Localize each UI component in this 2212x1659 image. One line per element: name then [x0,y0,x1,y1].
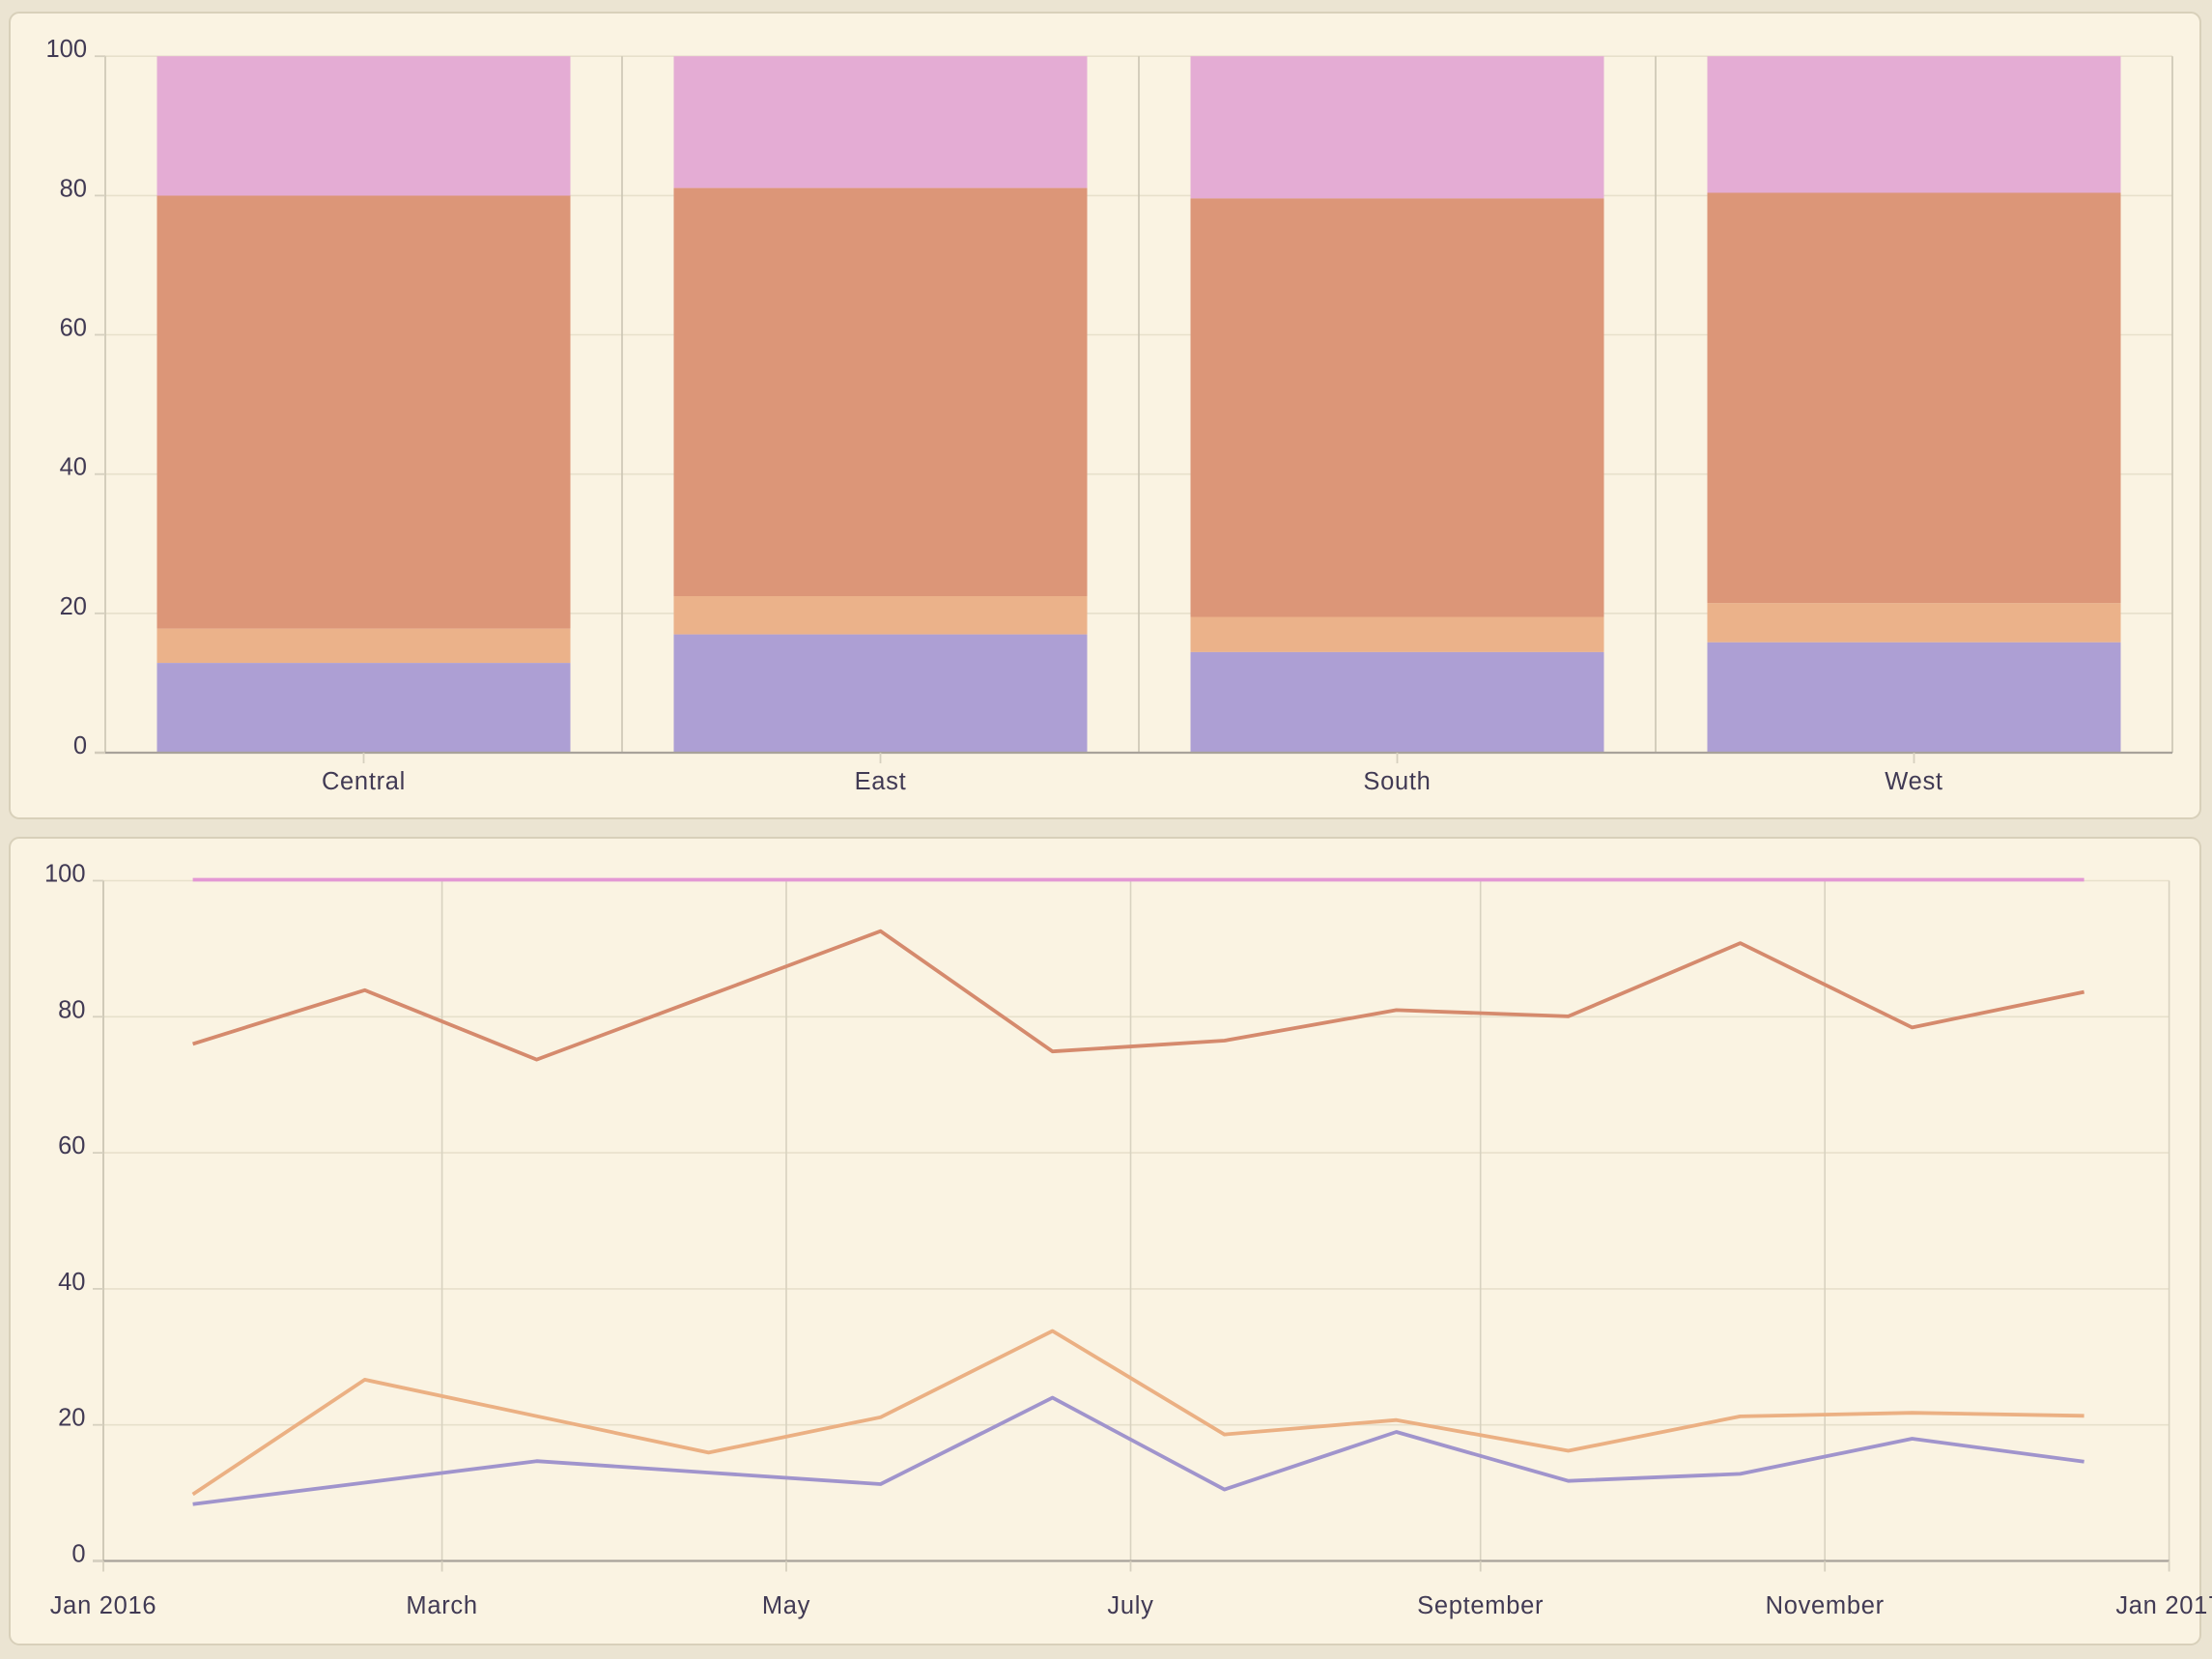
svg-text:September: September [1417,1592,1544,1619]
svg-text:March: March [406,1592,477,1619]
svg-text:80: 80 [58,996,85,1023]
svg-text:40: 40 [58,1269,85,1296]
svg-text:40: 40 [60,454,87,481]
svg-text:South: South [1363,768,1431,795]
svg-text:July: July [1107,1592,1153,1619]
svg-text:Central: Central [322,768,406,795]
svg-text:80: 80 [60,175,87,202]
svg-text:November: November [1766,1592,1885,1619]
svg-text:May: May [762,1592,810,1619]
svg-text:60: 60 [58,1132,85,1159]
svg-text:East: East [855,768,907,795]
svg-text:20: 20 [60,593,87,620]
svg-text:20: 20 [58,1405,85,1432]
svg-text:0: 0 [73,732,87,759]
svg-text:100: 100 [45,36,87,63]
svg-text:100: 100 [44,861,86,888]
svg-text:Jan 2017: Jan 2017 [2115,1592,2212,1619]
svg-text:West: West [1885,768,1943,795]
svg-text:Jan 2016: Jan 2016 [50,1592,157,1619]
svg-text:0: 0 [71,1541,85,1568]
svg-text:60: 60 [60,315,87,342]
